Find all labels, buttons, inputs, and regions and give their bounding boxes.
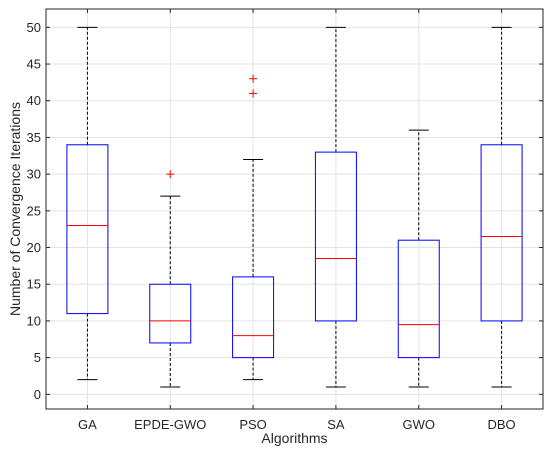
y-tick-label: 50 [27, 20, 41, 35]
y-tick-label: 0 [34, 387, 41, 402]
y-tick-label: 15 [27, 277, 41, 292]
outlier-point [249, 89, 258, 98]
box-sa [314, 26, 357, 388]
y-tick-label: 25 [27, 203, 41, 218]
box-ga [66, 26, 109, 381]
y-tick-label: 30 [27, 167, 41, 182]
x-tick-label: SA [327, 417, 345, 432]
x-tick-label: GWO [403, 417, 436, 432]
y-tick-label: 20 [27, 240, 41, 255]
iqr-box [397, 239, 440, 359]
x-tick-label: DBO [487, 417, 515, 432]
iqr-box [232, 276, 275, 359]
grid-lines [46, 9, 543, 409]
box-series [66, 26, 523, 388]
y-tick-label: 40 [27, 93, 41, 108]
iqr-box [480, 144, 523, 322]
x-tick-label: EPDE-GWO [134, 417, 206, 432]
y-tick-label: 35 [27, 130, 41, 145]
box-epde-gwo [149, 170, 192, 388]
iqr-box [149, 283, 192, 344]
y-axis-label: Number of Convergence Iterations [7, 102, 23, 316]
box-gwo [397, 129, 440, 388]
x-tick-label: PSO [239, 417, 266, 432]
axis-ticks: 0 5 10 15 20 25 30 35 40 45 50 GA EPDE-GWO PSO SA GWO DB… [27, 9, 543, 432]
outlier-point [166, 170, 175, 179]
iqr-box [66, 144, 109, 315]
x-axis-label: Algorithms [261, 430, 327, 446]
iqr-box [314, 151, 357, 322]
y-tick-label: 5 [34, 350, 41, 365]
y-tick-label: 10 [27, 313, 41, 328]
outlier-point [249, 74, 258, 83]
y-tick-label: 45 [27, 57, 41, 72]
axes-frame [45, 8, 544, 410]
box-dbo [480, 26, 523, 388]
x-tick-label: GA [78, 417, 97, 432]
box-pso [232, 74, 275, 381]
